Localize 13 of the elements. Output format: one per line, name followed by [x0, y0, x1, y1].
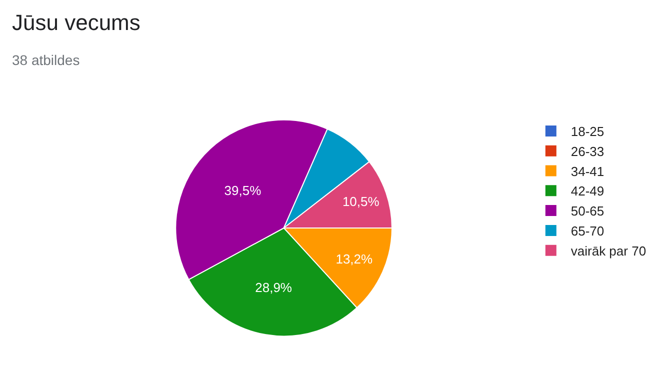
legend-label: 34-41 [570, 164, 604, 179]
chart-title: Jūsu vecums [12, 10, 140, 35]
legend-label: 65-70 [570, 224, 604, 239]
legend-label: 50-65 [570, 204, 604, 219]
legend-label: 18-25 [570, 124, 604, 140]
data-label: 13,2% [336, 252, 374, 267]
data-label: 28,9% [255, 280, 292, 296]
data-label: 10,5% [342, 194, 380, 210]
data-label: 39,5% [224, 182, 262, 198]
legend-label: 42-49 [570, 184, 604, 199]
legend-label: vairāk par 70 [570, 243, 646, 258]
text: 38 atbildes [12, 52, 80, 68]
legend-label: 26-33 [570, 144, 604, 159]
